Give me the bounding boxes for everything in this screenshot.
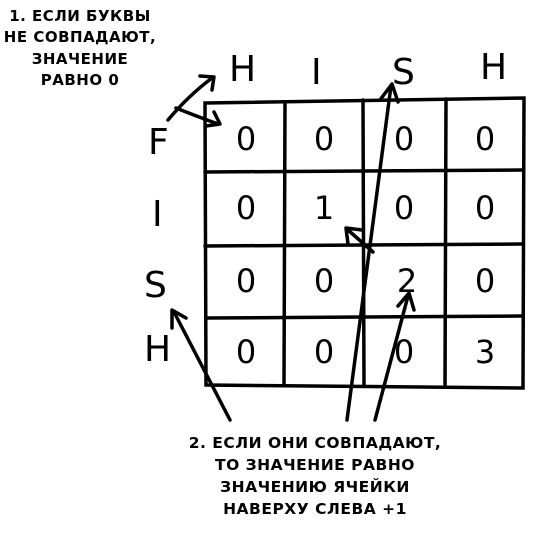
arrow-to-cell-2-icon — [373, 294, 410, 422]
note-letters-differ: 1. ЕСЛИ БУКВЫ НЕ СОВПАДАЮТ, ЗНАЧЕНИЕ РАВ… — [0, 6, 160, 91]
arrow-to-s-row-icon — [172, 310, 232, 422]
double-arrow-icon — [166, 76, 214, 122]
grid-cell: 1 — [313, 189, 335, 227]
grid-cell: 0 — [474, 120, 496, 158]
grid-cell: 0 — [313, 120, 335, 158]
note-bottom-line-3: ЗНАЧЕНИЮ ЯЧЕЙКИ — [220, 478, 410, 496]
note-bottom-line-2: ТО ЗНАЧЕНИЕ РАВНО — [215, 456, 415, 474]
arrow-to-s-header-icon — [345, 84, 393, 422]
note-top-line-3: ЗНАЧЕНИЕ — [31, 49, 129, 68]
grid-cell: 0 — [235, 333, 257, 371]
diagonal-arrow-icon — [346, 228, 375, 254]
note-bottom-line-4: НАВЕРХУ СЛЕВА +1 — [223, 500, 407, 518]
grid-hline-1 — [203, 168, 525, 174]
grid-cell: 0 — [474, 262, 496, 300]
grid-cell: 0 — [474, 189, 496, 227]
grid-cell: 3 — [474, 333, 496, 371]
row-header-3: S — [144, 265, 167, 306]
grid-cell: 0 — [313, 333, 335, 371]
note-bottom-line-1: 2. ЕСЛИ ОНИ СОВПАДАЮТ, — [188, 434, 442, 452]
row-header-4: H — [144, 329, 172, 370]
grid-cell: 0 — [235, 262, 257, 300]
grid-border — [203, 96, 526, 390]
column-header-3: S — [392, 52, 415, 93]
grid-cell: 2 — [396, 262, 418, 300]
column-header-2: I — [311, 52, 322, 93]
grid-cell: 0 — [393, 189, 415, 227]
row-header-2: I — [152, 194, 163, 235]
note-letters-match: 2. ЕСЛИ ОНИ СОВПАДАЮТ, ТО ЗНАЧЕНИЕ РАВНО… — [150, 432, 480, 520]
grid-cell: 0 — [393, 120, 415, 158]
grid-hline-3 — [204, 314, 525, 320]
grid-cell: 0 — [235, 120, 257, 158]
note-top-line-2: НЕ СОВПАДАЮТ, — [3, 28, 157, 47]
grid-cell: 0 — [235, 189, 257, 227]
column-header-1: H — [229, 49, 257, 90]
grid-vline-1 — [282, 100, 287, 387]
grid-cell: 0 — [313, 262, 335, 300]
column-header-4: H — [480, 47, 508, 88]
note-top-line-4: РАВНО 0 — [40, 70, 120, 89]
note-top-line-1: 1. ЕСЛИ БУКВЫ — [9, 7, 151, 25]
grid-cell: 0 — [393, 333, 415, 371]
row-header-1: F — [148, 122, 169, 163]
